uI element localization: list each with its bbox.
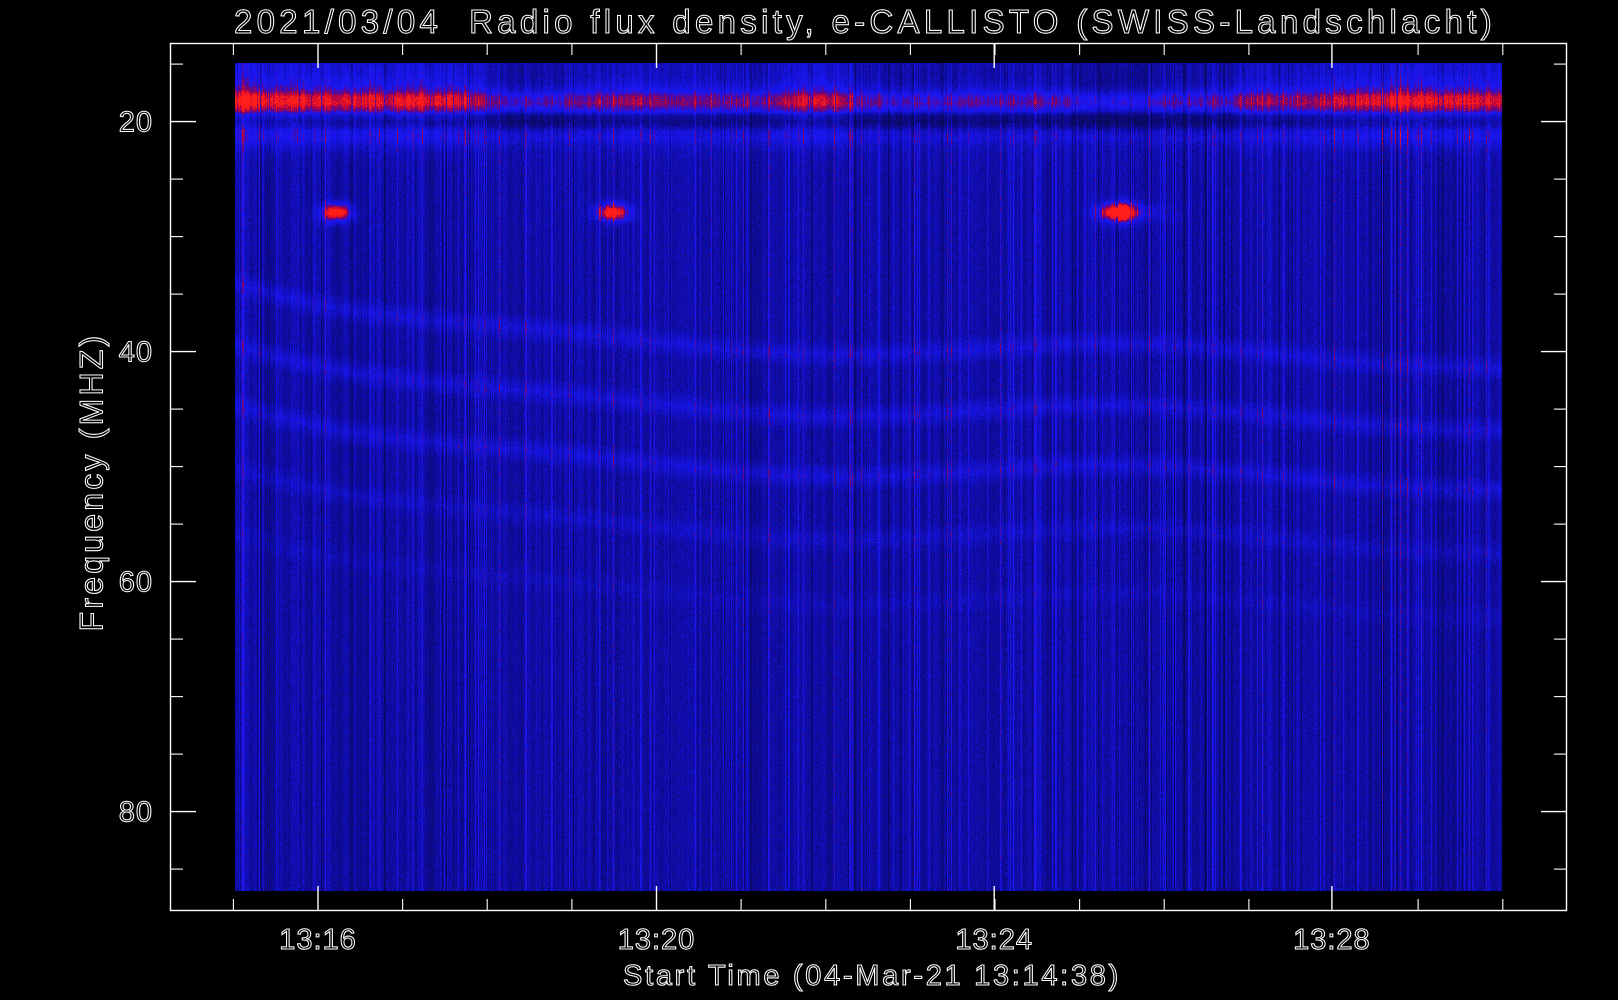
svg-text:80: 80 xyxy=(119,797,153,829)
svg-text:13:24: 13:24 xyxy=(955,924,1033,956)
svg-text:20: 20 xyxy=(119,107,153,139)
svg-text:40: 40 xyxy=(119,337,153,369)
svg-text:13:28: 13:28 xyxy=(1293,924,1371,956)
svg-text:13:16: 13:16 xyxy=(279,924,357,956)
svg-text:13:20: 13:20 xyxy=(618,924,696,956)
svg-text:60: 60 xyxy=(119,567,153,599)
